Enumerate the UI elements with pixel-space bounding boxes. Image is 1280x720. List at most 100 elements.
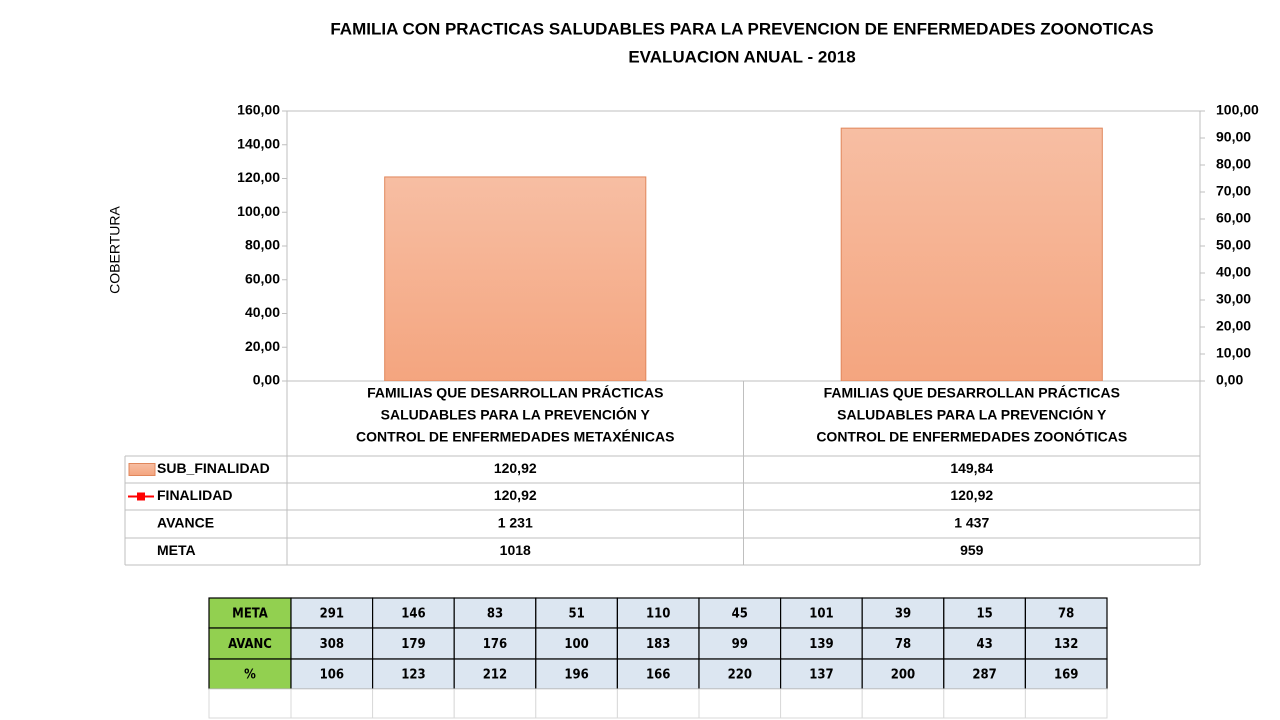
table-cell: [861, 627, 945, 660]
table-value: 120,92: [950, 487, 993, 503]
chart-subtitle: EVALUACION ANUAL - 2018: [628, 47, 855, 66]
table-value: 1 231: [498, 515, 533, 531]
table-cell: [1024, 597, 1108, 629]
table-text: 110: [646, 607, 670, 622]
table-cell: [943, 627, 1026, 660]
y2-tick-label: 0,00: [1216, 372, 1243, 388]
y2-tick-label: 40,00: [1216, 264, 1251, 280]
table-text: 15: [976, 607, 992, 622]
table-text: 169: [1054, 668, 1078, 683]
table-text: META: [232, 607, 268, 622]
table-text: 78: [1058, 607, 1074, 622]
table-text: 200: [891, 668, 915, 683]
y-tick-label: 20,00: [245, 338, 280, 354]
table-cell: [779, 658, 863, 690]
table-text: 139: [809, 637, 833, 652]
table-cell: [616, 688, 700, 719]
table-text: 39: [895, 607, 911, 622]
y-axis-label: COBERTURA: [107, 206, 123, 294]
y-tick-label: 80,00: [245, 237, 280, 253]
table-cell: [290, 597, 374, 629]
table-text: 45: [732, 607, 748, 622]
table-cell: [453, 658, 537, 690]
row-label: FINALIDAD: [157, 487, 232, 503]
table-text: 99: [732, 637, 748, 652]
table-text: %: [244, 668, 256, 683]
y-tick-label: 140,00: [237, 135, 280, 151]
y2-tick-label: 90,00: [1216, 129, 1251, 145]
table-cell: [616, 597, 700, 629]
x-tick-label: SALUDABLES PARA LA PREVENCIÓN Y: [381, 406, 651, 423]
table-value: 959: [960, 542, 984, 558]
legend-swatch: [128, 463, 156, 476]
table-text: 196: [564, 668, 588, 683]
table-text: 176: [483, 637, 507, 652]
table-cell: [535, 658, 618, 690]
table-text: 43: [976, 637, 992, 652]
table-cell: [779, 597, 863, 629]
table-text: 100: [564, 637, 588, 652]
y2-tick-label: 80,00: [1216, 156, 1251, 172]
y-tick-label: 40,00: [245, 304, 280, 320]
table-text: 132: [1054, 637, 1078, 652]
table-text: 291: [320, 607, 344, 622]
y-tick-label: 160,00: [237, 102, 280, 118]
table-cell: [698, 597, 782, 629]
y2-tick-label: 30,00: [1216, 291, 1251, 307]
table-cell: [453, 597, 537, 629]
bar: [840, 127, 1103, 381]
table-text: 287: [972, 668, 996, 683]
table-cell: [616, 627, 700, 660]
table-cell: [290, 688, 374, 719]
y-tick-label: 60,00: [245, 270, 280, 286]
y2-tick-label: 10,00: [1216, 345, 1251, 361]
table-text: 78: [895, 637, 911, 652]
table-cell: [698, 658, 782, 690]
y2-tick-label: 100,00: [1216, 102, 1259, 118]
table-text: 146: [401, 607, 425, 622]
plot-clip: [384, 51, 1103, 381]
table-text: 51: [568, 607, 584, 622]
table-cell: [208, 688, 292, 719]
x-tick-label: FAMILIAS QUE DESARROLLAN PRÁCTICAS: [824, 385, 1120, 401]
table-text: 123: [401, 668, 425, 683]
table-cell: [372, 688, 455, 719]
table-value: 149,84: [950, 460, 993, 476]
y2-tick-label: 20,00: [1216, 318, 1251, 334]
row-label: META: [157, 542, 196, 558]
row-label: AVANCE: [157, 515, 214, 531]
y2-tick-label: 50,00: [1216, 237, 1251, 253]
table-cell: [1024, 688, 1108, 719]
table-cell: [698, 688, 782, 719]
x-tick-label: CONTROL DE ENFERMEDADES METAXÉNICAS: [356, 429, 674, 445]
legend-marker: [137, 492, 145, 501]
table-text: 308: [320, 637, 344, 652]
table-cell: [780, 688, 863, 719]
table-text: 166: [646, 668, 670, 683]
table-cell: [208, 658, 292, 690]
x-tick-label: CONTROL DE ENFERMEDADES ZOONÓTICAS: [816, 428, 1127, 445]
table-cell: [861, 688, 945, 719]
table-cell: [861, 658, 945, 690]
row-label: SUB_FINALIDAD: [157, 460, 270, 476]
table-text: 220: [728, 668, 752, 683]
table-cell: [208, 627, 292, 660]
table-text: AVANC: [228, 637, 272, 652]
table-text: 106: [320, 668, 344, 683]
line-marker: [968, 51, 976, 59]
table-value: 1 437: [954, 515, 989, 531]
bar: [384, 176, 647, 381]
y2-tick-label: 60,00: [1216, 210, 1251, 226]
table-value: 1018: [500, 542, 531, 558]
table-cell: [779, 627, 863, 660]
x-tick-label: SALUDABLES PARA LA PREVENCIÓN Y: [837, 406, 1107, 423]
table-cell: [535, 688, 618, 719]
table-cell: [1024, 627, 1108, 660]
table-cell: [453, 688, 537, 719]
table-cell: [372, 597, 455, 629]
table-cell: [943, 688, 1026, 719]
table-text: 183: [646, 637, 670, 652]
table-cell: [372, 658, 455, 690]
